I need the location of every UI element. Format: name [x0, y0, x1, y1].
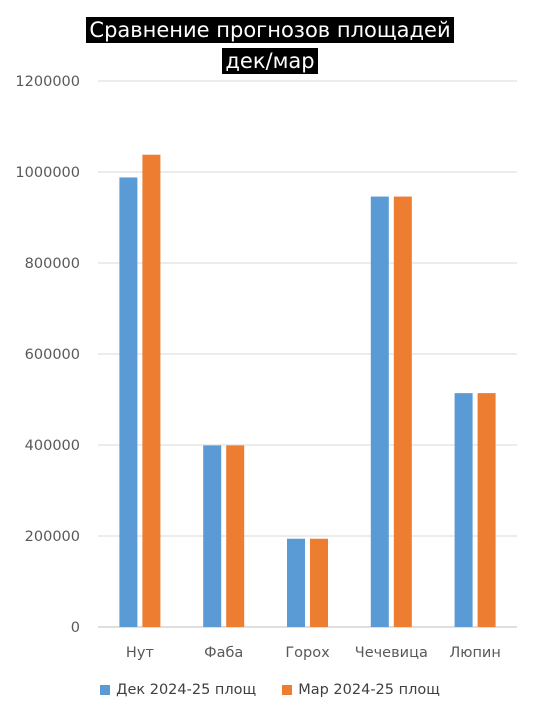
y-tick-label: 400000 — [25, 438, 80, 454]
legend-label-dec: Дек 2024-25 площ — [116, 682, 257, 698]
y-tick-label: 800000 — [25, 256, 80, 272]
x-axis-ticks: Нут Фаба Горох Чечевица Люпин — [126, 645, 501, 661]
legend-swatch-mar — [282, 685, 293, 695]
x-tick-label: Фаба — [204, 645, 243, 661]
bar-mar-2 — [310, 538, 328, 627]
bars — [119, 154, 496, 627]
bar-mar-1 — [226, 445, 245, 627]
chart-title-line-2: дек/мар — [0, 48, 540, 74]
y-tick-label: 1200000 — [15, 74, 80, 90]
legend-swatch-dec — [100, 685, 111, 695]
y-tick-label: 600000 — [25, 347, 80, 363]
bar-dec-2 — [287, 538, 305, 627]
x-tick-label: Люпин — [449, 645, 501, 661]
y-tick-label: 200000 — [25, 529, 80, 545]
chart-title-text-1: Сравнение прогнозов площадей — [86, 17, 454, 43]
y-tick-label: 1000000 — [15, 165, 80, 181]
bar-dec-4 — [454, 393, 473, 627]
x-tick-label: Горох — [285, 645, 330, 661]
legend: Дек 2024-25 площ Мар 2024-25 площ — [0, 682, 540, 698]
bar-dec-1 — [203, 445, 222, 627]
y-axis-ticks: 0 200000 400000 600000 800000 1000000 1200000 — [15, 74, 80, 636]
y-tick-label: 0 — [71, 620, 80, 636]
bar-dec-0 — [119, 177, 138, 627]
gridlines — [98, 80, 517, 628]
x-tick-label: Нут — [126, 645, 154, 661]
x-tick-label: Чечевица — [355, 645, 428, 661]
bar-dec-3 — [370, 196, 389, 627]
legend-item-dec: Дек 2024-25 площ — [100, 682, 256, 698]
legend-label-mar: Мар 2024-25 площ — [298, 682, 440, 698]
legend-item-mar: Мар 2024-25 площ — [282, 682, 440, 698]
bar-mar-4 — [477, 393, 496, 627]
chart-title-line-1: Сравнение прогнозов площадей — [0, 17, 540, 43]
bar-mar-3 — [393, 196, 412, 627]
bar-mar-0 — [142, 154, 161, 627]
chart-title-text-2: дек/мар — [222, 48, 318, 74]
